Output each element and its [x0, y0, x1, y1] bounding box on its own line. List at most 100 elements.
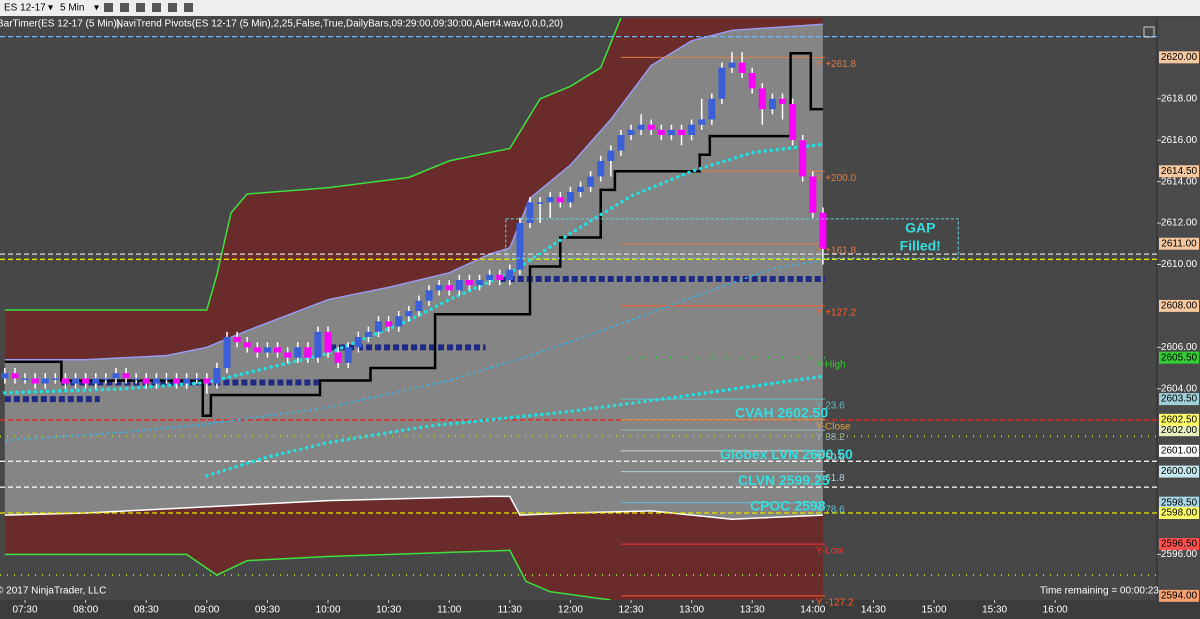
x-tick-label: 09:00 — [194, 605, 219, 616]
tool-icon[interactable] — [168, 3, 177, 12]
candle-body — [698, 119, 706, 125]
candle-body — [152, 378, 160, 384]
candle-body — [92, 378, 100, 384]
candle-body — [758, 88, 766, 110]
candle-body — [122, 373, 130, 379]
price-tag — [1159, 393, 1199, 406]
x-tick-label: 10:30 — [376, 605, 401, 616]
fib-label: Y 38.2 — [816, 432, 845, 443]
gap-text: GAP — [905, 220, 935, 236]
candle-body — [11, 373, 19, 379]
candle-body — [274, 347, 282, 353]
toolbar-icons[interactable] — [104, 3, 193, 12]
fib-label: Y 23.6 — [816, 401, 845, 412]
indicator-line — [4, 495, 823, 520]
candle-body — [637, 124, 645, 130]
candle-body — [617, 135, 625, 151]
candle-body — [364, 331, 372, 337]
candle-body — [526, 202, 534, 224]
lower-band-fill — [4, 496, 823, 600]
fib-label: Y +161.8 — [816, 245, 857, 256]
candle-body — [284, 352, 292, 358]
candle-body — [597, 160, 605, 177]
candle-body — [425, 290, 433, 301]
line-annotation: Globex LVN 2600.50 — [720, 446, 853, 462]
price-tag-label: 2605.50 — [1161, 352, 1198, 363]
gap-box — [505, 218, 959, 259]
candle-body — [162, 378, 170, 380]
indicator-line — [205, 374, 825, 478]
candle-body — [82, 378, 90, 384]
candle-body — [657, 129, 665, 136]
candle-body — [577, 186, 585, 192]
tool-icon[interactable] — [184, 3, 193, 12]
candle-body — [708, 98, 716, 120]
candle-body — [102, 378, 110, 380]
window-button[interactable] — [1143, 26, 1155, 38]
y-tick-label: 2606.00 — [1161, 342, 1198, 353]
candle-body — [51, 378, 59, 380]
candle-body — [183, 378, 191, 384]
fib-label: Y +200.0 — [816, 173, 857, 184]
price-tag — [1159, 496, 1199, 509]
fib-label: Y +261.8 — [816, 59, 857, 70]
y-tick-label: 2604.00 — [1161, 383, 1198, 394]
x-tick-label: 15:30 — [982, 605, 1007, 616]
x-tick-label: 10:00 — [316, 605, 341, 616]
candle-body — [506, 269, 514, 281]
dropdown-arrow: ▾ — [94, 3, 99, 14]
interval-selector[interactable]: 5 Min — [60, 3, 84, 14]
candle-body — [748, 72, 756, 89]
price-tag — [1159, 444, 1199, 457]
price-tag — [1159, 299, 1199, 312]
indicator-line — [4, 549, 611, 600]
candle-body — [455, 280, 463, 291]
candle-body — [173, 378, 181, 384]
candle-body — [465, 280, 473, 286]
price-tag-label: 2596.50 — [1161, 539, 1198, 550]
price-tag-label: 2598.50 — [1161, 497, 1198, 508]
price-tag — [1159, 51, 1199, 64]
candle-body — [41, 378, 49, 384]
x-tick-label: 12:30 — [619, 605, 644, 616]
time-remaining: Time remaining = 00:00:23 — [1040, 586, 1159, 597]
price-tag-label: 2603.50 — [1161, 394, 1198, 405]
y-tick-label: 2612.00 — [1161, 218, 1198, 229]
x-tick-label: 07:30 — [13, 605, 38, 616]
instrument-selector[interactable]: ES 12-17 — [4, 3, 46, 14]
candle-body — [304, 347, 312, 358]
tool-icon[interactable] — [104, 3, 113, 12]
candle-body — [72, 378, 80, 384]
y-tick-label: 2610.00 — [1161, 259, 1198, 270]
candle-body — [1, 373, 9, 379]
price-tag-label: 2602.50 — [1161, 414, 1198, 425]
candle-body — [587, 176, 595, 187]
tool-icon[interactable] — [120, 3, 129, 12]
x-tick-label: 11:30 — [498, 605, 523, 616]
price-tag-label: 2614.50 — [1161, 166, 1198, 177]
candle-body — [476, 280, 484, 286]
y-tick-label: 2614.00 — [1161, 176, 1198, 187]
candle-body — [779, 98, 787, 104]
candle-body — [738, 62, 746, 73]
tool-icon[interactable] — [152, 3, 161, 12]
price-tag — [1159, 237, 1199, 250]
candle-body — [718, 67, 726, 99]
tool-icon[interactable] — [136, 3, 145, 12]
line-annotation: CVAH 2602.50 — [735, 405, 828, 421]
candle-body — [647, 124, 655, 130]
candle-body — [253, 347, 261, 353]
candle-body — [31, 378, 39, 384]
candle-body — [61, 378, 69, 384]
candle-body — [375, 321, 383, 332]
x-tick-label: 15:00 — [921, 605, 946, 616]
price-tag — [1159, 424, 1199, 437]
price-tag-label: 2600.00 — [1161, 466, 1198, 477]
fib-label: Y-High — [816, 359, 846, 370]
x-tick-label: 12:00 — [558, 605, 583, 616]
x-tick-label: 11:00 — [437, 605, 462, 616]
candle-body — [112, 373, 120, 379]
indicator-label: NaviTrend Pivots(ES 12-17 (5 Min),2,25,F… — [116, 19, 563, 30]
candle-body — [385, 321, 393, 327]
candle-body — [819, 212, 827, 249]
